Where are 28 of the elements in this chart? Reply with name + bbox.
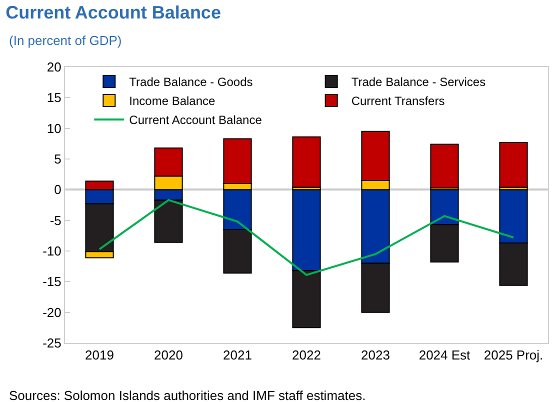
y-tick-label: -20 (42, 304, 62, 320)
y-tick-label: 10 (46, 120, 62, 136)
x-tick-label: 2022 (292, 348, 321, 363)
bar (292, 136, 321, 188)
legend-label: Trade Balance - Services (351, 75, 486, 90)
legend-label: Trade Balance - Goods (129, 75, 253, 90)
y-tick-label: 5 (54, 152, 62, 167)
y-tick-label: -10 (42, 244, 62, 259)
legend-label: Current Account Balance (129, 113, 262, 128)
x-tick-label: 2025 Proj. (484, 348, 544, 363)
bar (499, 142, 528, 188)
source-note: Sources: Solomon Islands authorities and IMF staff estimates. (9, 388, 366, 402)
y-tick-label: -15 (42, 274, 62, 290)
x-tick-label: 2024 Est (418, 348, 471, 363)
y-tick-label: -5 (50, 212, 62, 228)
line-series (98, 199, 514, 276)
y-tick-label: 15 (46, 90, 62, 106)
y-tick-label: 0 (54, 182, 62, 198)
x-tick-label: 2023 (361, 348, 390, 363)
chart-title: Current Account Balance (6, 2, 221, 23)
x-tick-label: 2021 (223, 348, 252, 363)
chart-subtitle: (In percent of GDP) (9, 33, 122, 48)
y-tick-label: -25 (42, 336, 62, 351)
legend-label: Income Balance (129, 94, 216, 108)
x-tick-label: 2020 (154, 348, 183, 363)
legend-label: Current Transfers (351, 94, 445, 108)
x-tick-label: 2019 (85, 348, 114, 363)
y-tick-label: 20 (46, 60, 62, 75)
